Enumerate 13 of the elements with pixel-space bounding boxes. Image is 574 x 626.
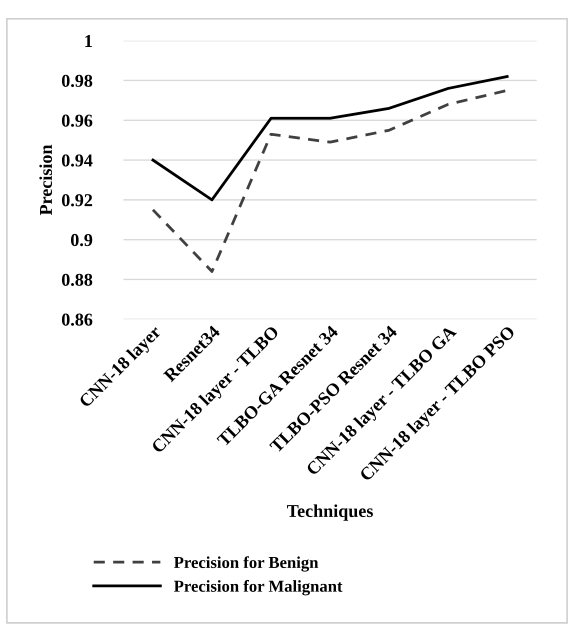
y-axis-title: Precision — [39, 144, 52, 216]
legend-label: Precision for Malignant — [174, 580, 342, 596]
line-series — [152, 75, 509, 202]
legend-label: Precision for Benign — [174, 556, 318, 572]
y-tick-label: 0.9 — [70, 234, 92, 246]
y-tick-label: 0.94 — [62, 154, 93, 167]
y-tick-label: 0.88 — [62, 274, 92, 286]
y-tick-label: 0.92 — [62, 194, 92, 206]
y-tick-label: 1 — [85, 35, 92, 47]
y-tick-label: 0.98 — [62, 74, 92, 88]
x-axis-title: Techniques — [287, 504, 373, 521]
y-tick-label: 0.96 — [62, 114, 92, 127]
y-tick-label: 0.86 — [62, 314, 92, 326]
